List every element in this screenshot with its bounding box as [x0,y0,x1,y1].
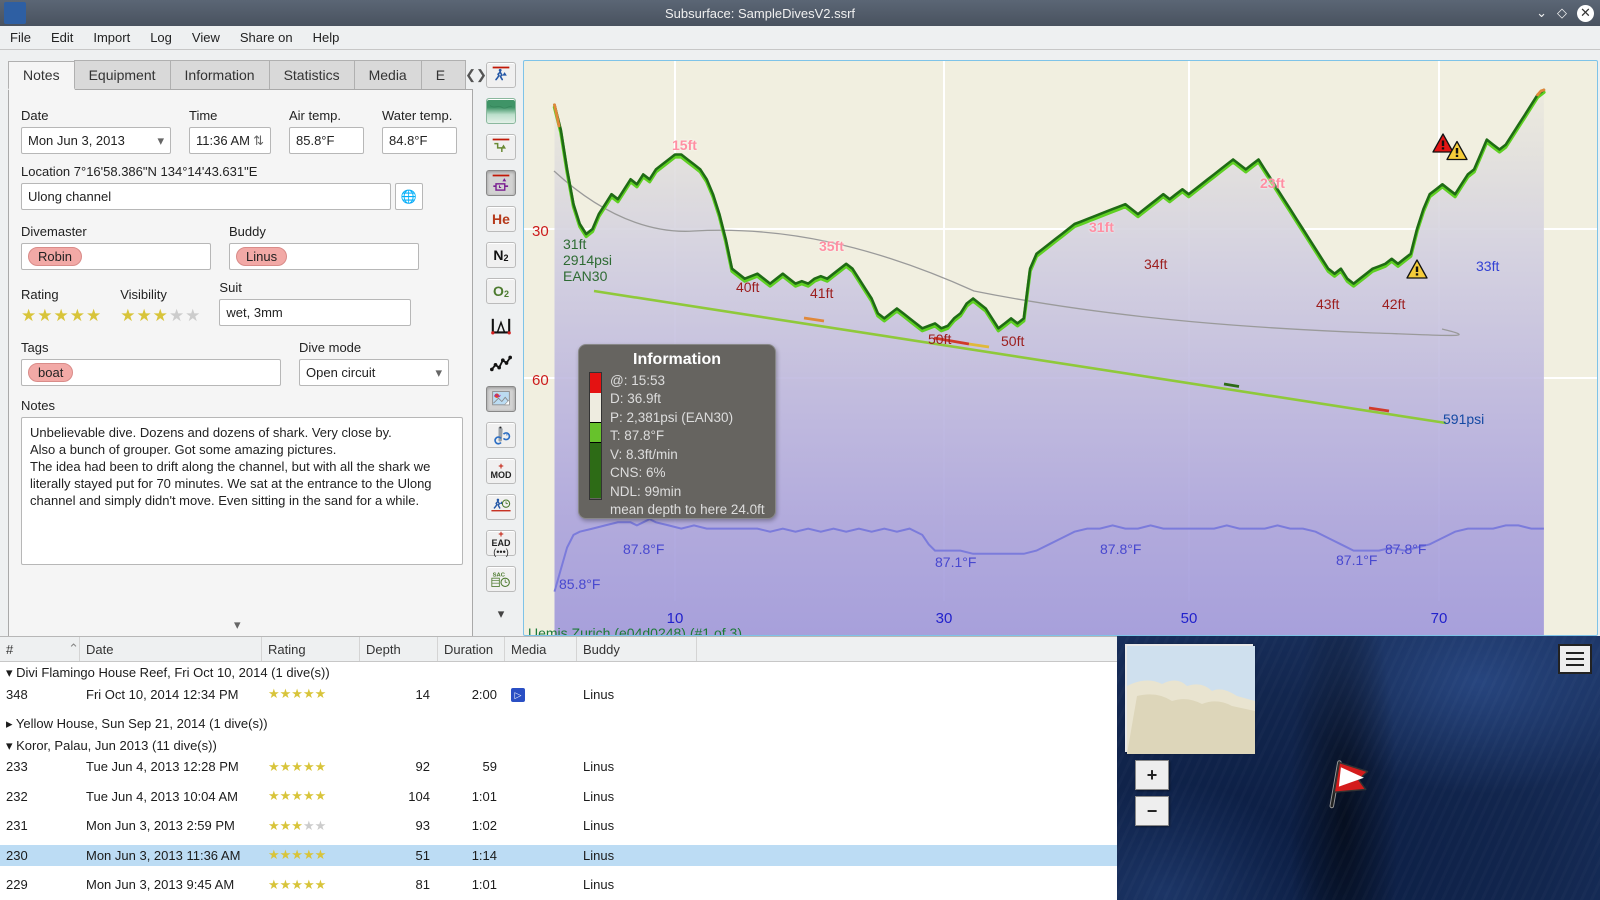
svg-text:SAC: SAC [493,573,506,579]
